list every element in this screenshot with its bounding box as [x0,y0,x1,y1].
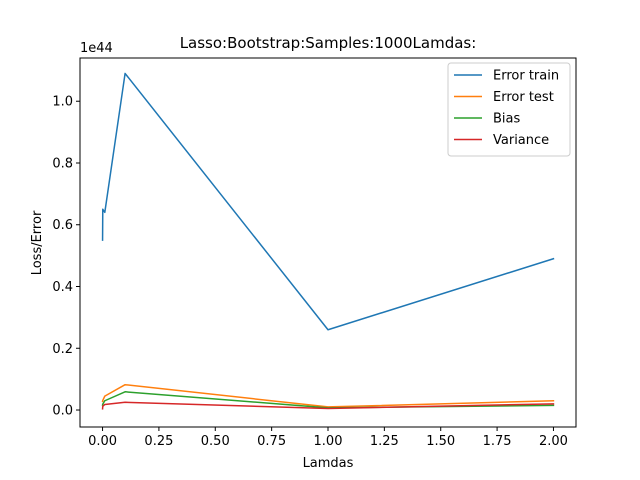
x-axis-label: Lamdas [303,456,354,471]
legend: Error train Error test Bias Variance [447,62,571,157]
y-tick-label: 0.4 [52,280,73,295]
x-tick-label: 1.00 [314,434,343,449]
x-tick-label: 0.50 [201,434,230,449]
x-tick-label: 0.75 [257,434,286,449]
legend-label: Variance [493,133,549,148]
y-tick-label: 0.0 [52,404,73,419]
y-tick-label: 1.0 [52,95,73,110]
series-line-variance [101,401,555,410]
x-tick-label: 1.75 [483,434,512,449]
series-line-error-train [101,72,555,331]
x-tick-label: 0.00 [88,434,117,449]
x-tick-label: 1.50 [426,434,455,449]
y-tick-label: 0.2 [52,342,73,357]
x-axis: 0.00 0.25 0.50 0.75 1.00 1.25 1.50 1.75 2.00 [88,427,568,449]
legend-label: Error test [493,90,554,105]
y-axis-offset-label: 1e44 [80,41,113,56]
legend-label: Error train [493,69,559,84]
legend-frame [447,62,571,157]
series-line-error-test [101,383,555,408]
x-tick-label: 2.00 [539,434,568,449]
y-tick-label: 0.6 [52,218,73,233]
plot-lines [101,72,555,410]
x-tick-label: 1.25 [370,434,399,449]
y-axis-label: Loss/Error [30,210,45,275]
x-tick-label: 0.25 [144,434,173,449]
legend-label: Bias [493,112,520,127]
y-axis: 0.0 0.2 0.4 0.6 0.8 1.0 [52,95,80,419]
y-tick-label: 0.8 [52,156,73,171]
chart-title: Lasso:Bootstrap:Samples:1000Lamdas: [180,34,477,52]
